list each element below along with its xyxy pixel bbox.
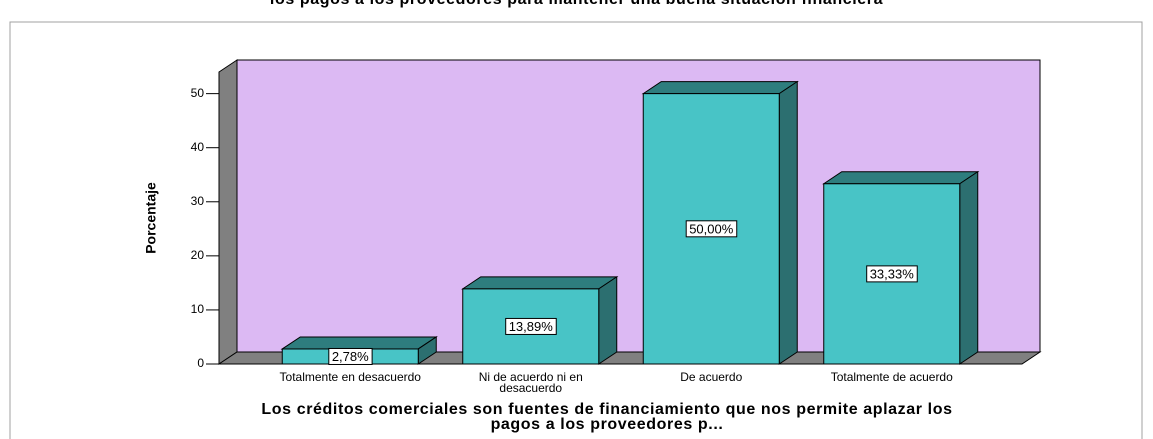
bar-top bbox=[461, 276, 619, 290]
x-tick-label: Ni de acuerdo ni en desacuerdo bbox=[478, 370, 583, 395]
left-wall bbox=[218, 59, 238, 365]
chart-title: los pagos a los proveedores para mantene… bbox=[0, 0, 1153, 9]
bar-top bbox=[280, 336, 438, 350]
bar-side bbox=[598, 275, 618, 365]
y-tick-label: 40 bbox=[191, 140, 205, 154]
bar-top bbox=[641, 81, 799, 95]
value-label-box bbox=[505, 317, 557, 335]
y-tick-label: 0 bbox=[197, 356, 204, 370]
y-tick-label: 50 bbox=[191, 86, 205, 100]
y-tick-label: 10 bbox=[191, 302, 205, 316]
value-label-box bbox=[866, 265, 918, 283]
x-tick-label: Totalmente en desacuerdo bbox=[279, 370, 421, 384]
x-tick-label: Totalmente de acuerdo bbox=[830, 370, 953, 384]
x-axis-title: Los créditos comerciales son fuentes de … bbox=[261, 401, 953, 433]
value-label: 50,00% bbox=[689, 221, 734, 236]
value-label: 2,78% bbox=[332, 349, 369, 364]
bar-side bbox=[778, 80, 798, 365]
y-axis-title: Porcentaje bbox=[143, 182, 159, 254]
value-label-box bbox=[328, 347, 373, 365]
bar-top bbox=[822, 171, 980, 185]
y-tick-label: 30 bbox=[191, 194, 205, 208]
value-label: 33,33% bbox=[870, 266, 915, 281]
value-label: 13,89% bbox=[509, 319, 554, 334]
x-tick-label: De acuerdo bbox=[680, 370, 743, 384]
value-label-box bbox=[685, 220, 738, 238]
y-tick-label: 20 bbox=[191, 248, 205, 262]
bar bbox=[280, 336, 438, 365]
bar-side bbox=[959, 170, 979, 365]
